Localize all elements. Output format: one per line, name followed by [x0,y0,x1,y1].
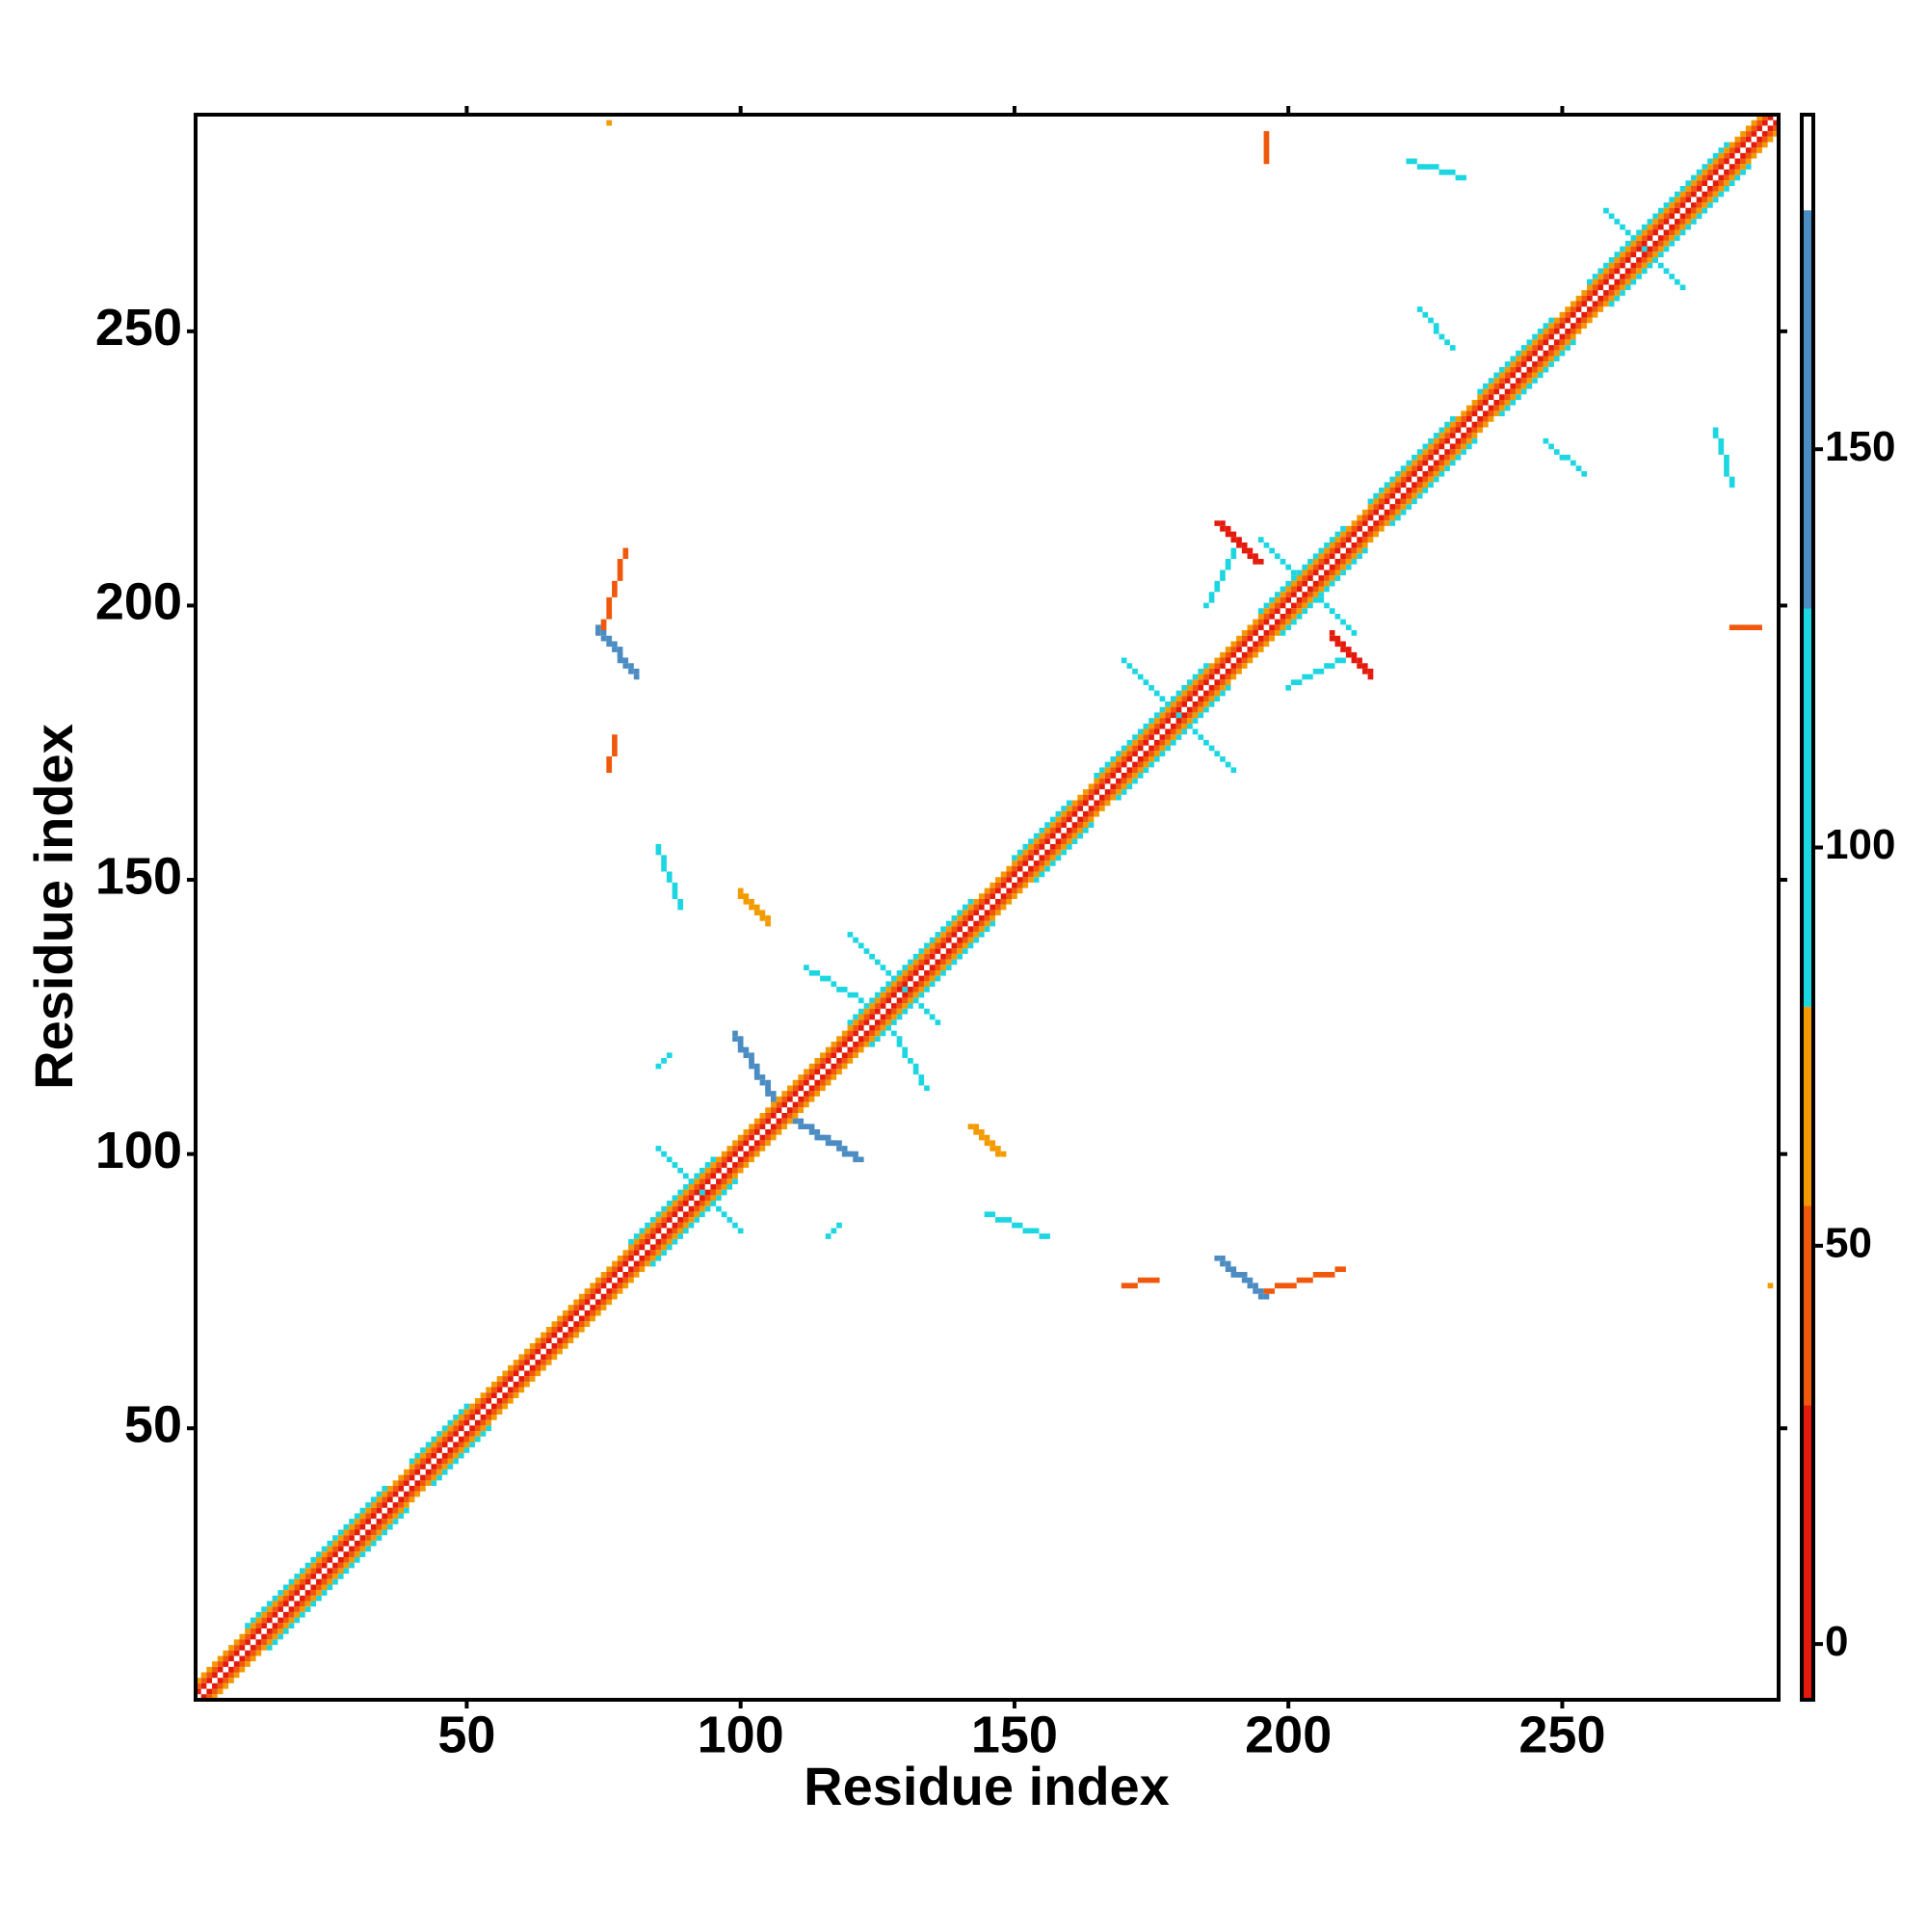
y-tick-label: 150 [95,847,182,905]
contact-segment [1220,1255,1270,1300]
contact-segment [984,1211,1050,1239]
contact-segment [1712,427,1735,489]
x-tick-label: 200 [1245,1706,1332,1763]
contact-segment [206,125,1779,1700]
contact-segment [1263,1266,1346,1294]
contact-segment [1543,437,1588,477]
contact-segment [737,893,771,927]
contact-segment [825,1222,842,1239]
contact-segment [1094,663,1209,779]
colorbar-bin [1802,1205,1813,1406]
contact-segment [200,119,1780,1701]
contact-segment [1033,822,1095,883]
contact-segment [1116,684,1231,801]
y-tick-label: 50 [124,1396,182,1454]
x-tick-label: 250 [1518,1706,1605,1763]
contact-segment [1367,416,1456,505]
colorbar-tick-label: 0 [1825,1618,1848,1665]
colorbar-tick-label: 50 [1825,1219,1872,1266]
colorbar-tick-label: 150 [1825,423,1895,470]
contact-segment [804,965,864,1004]
contact-segment [1263,131,1270,165]
contact-segment [212,131,1779,1701]
colorbar-bin [1802,608,1813,1007]
plot-frame [194,113,1781,1702]
y-tick-label: 250 [95,299,182,357]
x-axis-title: Residue index [804,1756,1170,1816]
contact-segment [869,920,996,1047]
contact-segment [1220,520,1264,565]
colorbar-bin [1802,1405,1813,1700]
contact-segment [891,1030,930,1092]
contact-segment [628,1156,717,1245]
contact-segment [1257,537,1358,636]
contact-segment [1767,1283,1774,1289]
contact-segment [595,624,640,675]
x-tick-label: 100 [698,1706,784,1763]
contact-segment [655,844,683,911]
contact-segment [1121,657,1237,774]
contact-segment [847,898,974,1025]
contact-segment [1416,306,1456,351]
contact-segment [732,1030,777,1097]
colorbar-bin [1802,210,1813,609]
contact-segment [245,1486,387,1628]
contact-segment [1729,624,1762,631]
contact-segment [1280,547,1368,636]
y-tick-label: 200 [95,573,182,631]
contact-segment [967,1124,1001,1157]
colorbar-bin [1802,115,1813,211]
contact-segment [1285,657,1346,691]
contact-segment [1329,630,1374,675]
contact-segment [1012,800,1072,861]
contact-segment [737,887,771,921]
colorbar-bin [1802,1006,1813,1206]
contact-segment [196,115,1774,1695]
contact-segment [1603,207,1686,291]
x-tick-label: 50 [437,1706,495,1763]
contact-segment [1499,339,1576,417]
colorbar-frame [1800,113,1815,1702]
contact-segment [1406,158,1466,181]
y-axis-title: Residue index [23,724,84,1090]
contact-segment [266,1507,409,1651]
contact-segment [600,547,629,631]
contact-segment [655,1052,673,1070]
contact-segment [1587,142,1729,285]
contact-segment [1121,1277,1160,1289]
colorbar-tick-label: 100 [1825,821,1895,868]
contact-segment [973,1124,1007,1157]
y-tick-label: 100 [95,1122,182,1179]
contact-segment [798,1118,864,1163]
contact-segment [1203,547,1237,609]
contact-segment [847,932,941,1025]
contact-segment [606,119,613,126]
contact-segment [1608,164,1752,307]
contact-segment [431,1425,491,1487]
cells [196,115,1780,1701]
contact-segment [196,115,1768,1689]
contact-segment [606,734,618,774]
contact-segment [655,1146,744,1234]
contact-segment [409,1403,470,1465]
x-tick-label: 150 [971,1706,1058,1763]
